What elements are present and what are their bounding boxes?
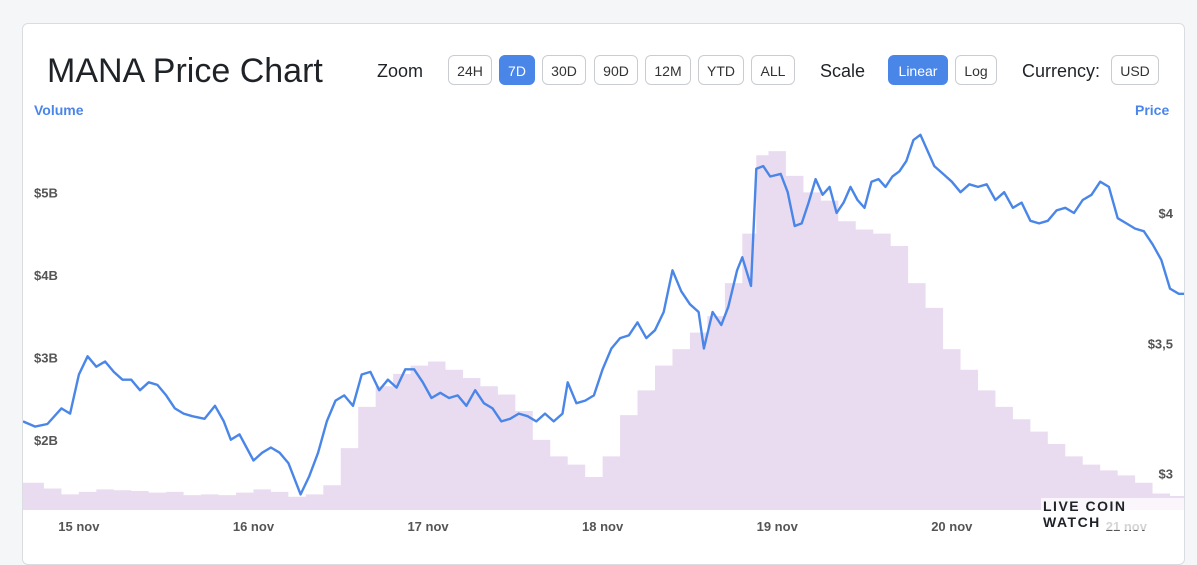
x-tick-label: 19 nov — [757, 519, 799, 534]
currency-select[interactable]: USD — [1111, 55, 1159, 85]
x-tick-label: 17 nov — [407, 519, 449, 534]
chart-card: MANA Price Chart Zoom 24H 7D 30D 90D 12M… — [22, 23, 1185, 565]
x-tick-label: 16 nov — [233, 519, 275, 534]
scale-linear-button[interactable]: Linear — [888, 55, 948, 85]
zoom-label: Zoom — [377, 61, 424, 81]
volume-tick-label: $3B — [34, 350, 58, 365]
price-tick-label: $3,5 — [1148, 336, 1173, 351]
volume-axis-title: Volume — [34, 102, 84, 118]
zoom-all-button[interactable]: ALL — [751, 55, 795, 85]
zoom-90d-button[interactable]: 90D — [594, 55, 638, 85]
zoom-30d-button[interactable]: 30D — [542, 55, 586, 85]
price-line — [23, 133, 1184, 496]
price-tick-label: $3 — [1159, 467, 1173, 482]
volume-tick-label: $2B — [34, 433, 58, 448]
volume-tick-label: $4B — [34, 268, 58, 283]
page-title: MANA Price Chart — [47, 52, 323, 90]
price-tick-label: $4 — [1159, 206, 1174, 221]
currency-label: Currency: — [1022, 61, 1101, 81]
price-volume-chart: $2B $3B $4B $5B $3 $3,5 $4 15 nov 16 nov 17 nov 18… — [23, 133, 1184, 534]
volume-tick-label: $5B — [34, 185, 58, 200]
price-axis-title: Price — [1135, 102, 1170, 118]
zoom-12m-button[interactable]: 12M — [645, 55, 691, 85]
x-tick-label: 18 nov — [582, 519, 624, 534]
scale-log-button[interactable]: Log — [955, 55, 997, 85]
x-tick-label: 15 nov — [58, 519, 100, 534]
zoom-24h-button[interactable]: 24H — [448, 55, 492, 85]
scale-label: Scale — [820, 61, 866, 81]
zoom-ytd-button[interactable]: YTD — [698, 55, 744, 85]
livecoinwatch-watermark: LIVE COIN WATCH — [1041, 498, 1184, 530]
x-tick-label: 20 nov — [931, 519, 973, 534]
zoom-7d-button[interactable]: 7D — [499, 55, 535, 85]
volume-area — [23, 151, 1184, 510]
